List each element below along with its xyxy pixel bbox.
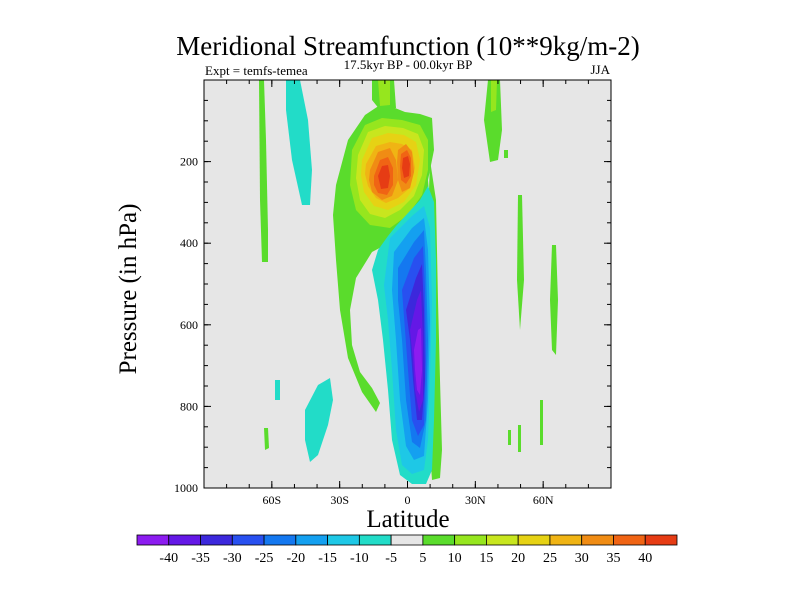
y-tick-label: 800	[180, 399, 198, 413]
contour-positive-top-center-inner	[378, 80, 390, 106]
colorbar-swatch	[549, 534, 583, 546]
colorbar-swatch	[168, 534, 201, 546]
colorbar-label: -10	[350, 551, 369, 566]
colorbar-label: 35	[606, 551, 620, 566]
colorbar-swatch	[231, 534, 265, 546]
contour-positive-65n-band	[517, 195, 524, 330]
colorbar-swatch	[454, 534, 487, 546]
colorbar-swatch	[295, 534, 328, 546]
colorbar-label: -35	[191, 551, 210, 566]
colorbar-label: -30	[223, 551, 242, 566]
colorbar-swatch	[581, 534, 614, 546]
x-tick-label: 60N	[533, 493, 554, 507]
y-tick-label: 200	[180, 155, 198, 169]
colorbar-label: 15	[479, 551, 493, 566]
colorbar-swatch	[263, 534, 297, 546]
colorbar-swatch	[200, 534, 233, 546]
colorbar-swatch	[136, 534, 170, 546]
chart-subtitle-right: JJA	[590, 62, 610, 77]
colorbar-label: 40	[638, 551, 652, 566]
x-tick-label: 30N	[465, 493, 486, 507]
colorbar: -40 -35 -30 -25 -20 -15 -10 -5 5 10 15 20 25 30 35 40	[136, 534, 678, 566]
colorbar-swatch	[327, 534, 360, 546]
contour-positive-60s-band	[259, 80, 268, 262]
y-axis-title: Pressure (in hPa)	[115, 204, 142, 375]
contour-positive-42n-sliver	[504, 150, 508, 158]
contour-positive-40n-inner	[491, 80, 497, 112]
colorbar-swatch	[358, 534, 392, 546]
colorbar-label: -40	[159, 551, 178, 566]
contour-neg-cell-40	[414, 328, 422, 395]
y-tick-label: 600	[180, 318, 198, 332]
colorbar-label: 5	[419, 551, 426, 566]
contour-positive-67n-band	[550, 245, 558, 355]
contour-pos-cell-40-right	[402, 156, 410, 178]
colorbar-label: -5	[385, 551, 397, 566]
contour-positive-nh-surface-1	[508, 430, 511, 445]
x-tick-label: 30S	[330, 493, 349, 507]
contour-negative-sh-small-patch	[275, 380, 280, 400]
x-tick-label: 60S	[262, 493, 281, 507]
colorbar-label: 20	[511, 551, 525, 566]
colorbar-label: -15	[318, 551, 337, 566]
contour-negative-40s-patch	[305, 378, 333, 462]
contour-negative-55s-band	[286, 80, 312, 205]
colorbar-swatch	[613, 534, 646, 546]
colorbar-swatch	[517, 534, 551, 546]
y-axis: 200 400 600 800 1000	[174, 79, 611, 495]
y-tick-label: 1000	[174, 481, 198, 495]
contour-positive-nh-surface-3	[540, 400, 543, 445]
colorbar-label: 10	[448, 551, 462, 566]
x-axis: 60S 30S 0 30N 60N	[203, 80, 612, 507]
x-axis-title: Latitude	[366, 506, 449, 533]
colorbar-swatch	[486, 534, 519, 546]
colorbar-label: -25	[255, 551, 274, 566]
colorbar-swatch	[390, 534, 424, 546]
chart-subtitle-center: 17.5kyr BP - 00.0kyr BP	[344, 57, 473, 72]
x-tick-label: 0	[405, 493, 411, 507]
colorbar-label: 25	[543, 551, 557, 566]
y-tick-label: 400	[180, 236, 198, 250]
chart-subtitle-left: Expt = temfs-temea	[205, 63, 308, 78]
contour-positive-nh-surface-2	[518, 425, 521, 452]
chart-title: Meridional Streamfunction (10**9kg/m-2)	[176, 31, 639, 61]
contour-fills	[259, 80, 558, 484]
contour-positive-sh-surface	[264, 428, 269, 450]
colorbar-swatch	[644, 534, 678, 546]
contour-positive-40n-band	[484, 80, 502, 162]
contour-pos-cell-40-left	[378, 165, 390, 189]
colorbar-swatch	[422, 534, 456, 546]
colorbar-label: 30	[575, 551, 589, 566]
colorbar-label: -20	[286, 551, 305, 566]
